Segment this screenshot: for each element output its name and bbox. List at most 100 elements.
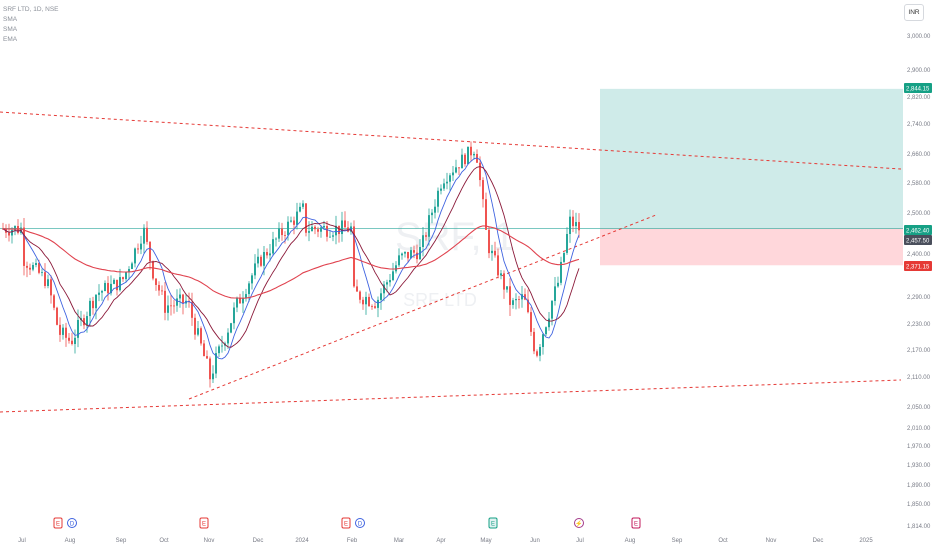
candle-body <box>35 263 37 265</box>
candle-body <box>401 253 403 256</box>
event-marker-box <box>488 517 498 529</box>
event-marker-label: E <box>56 522 60 528</box>
candle-body <box>368 296 370 307</box>
candle-body <box>77 319 79 338</box>
candle-body <box>215 353 217 374</box>
x-tick-label: Nov <box>204 538 215 544</box>
candle-body <box>44 272 46 286</box>
candle-body <box>446 181 448 184</box>
indicator-ema[interactable]: EMA <box>3 36 18 43</box>
event-marker-earnings: E <box>53 517 63 529</box>
y-tick-label: 2,660.00 <box>907 152 931 158</box>
candle-body <box>521 294 523 300</box>
candle-body <box>485 199 487 230</box>
candle-body <box>62 327 64 335</box>
candle-body <box>128 269 130 273</box>
candle-body <box>425 235 427 237</box>
event-marker-label: D <box>70 522 75 528</box>
candle-body <box>140 243 142 250</box>
candle-body <box>527 299 529 313</box>
x-tick-label: Feb <box>347 538 358 544</box>
candle-body <box>260 256 262 266</box>
candle-body <box>104 282 106 292</box>
candle-body <box>377 299 379 308</box>
candle-body <box>392 271 394 281</box>
candle-body <box>170 305 172 307</box>
candle-body <box>437 190 439 207</box>
candle-body <box>299 206 301 212</box>
candle-body <box>503 273 505 290</box>
candle-body <box>23 227 25 266</box>
candle-body <box>413 250 415 253</box>
watermark-symbol: SRF, 1 <box>395 215 515 259</box>
candle-body <box>488 229 490 254</box>
y-tick-label: 2,820.00 <box>907 95 931 101</box>
x-tick-label: Aug <box>625 538 636 544</box>
y-tick-label: 2,740.00 <box>907 122 931 128</box>
candle-body <box>125 272 127 280</box>
candle-body <box>74 337 76 345</box>
candle-body <box>41 272 43 274</box>
price-label-text: 2,371.15 <box>906 265 930 271</box>
indicator-sma-1[interactable]: SMA <box>3 16 18 23</box>
candle-body <box>434 206 436 213</box>
long-position-loss-zone <box>600 228 903 266</box>
candle-body <box>155 278 157 285</box>
event-marker-dividend: D <box>355 518 365 528</box>
candle-body <box>269 253 271 256</box>
candle-body <box>266 252 268 256</box>
y-tick-label: 2,170.00 <box>907 348 931 354</box>
candle-body <box>431 212 433 216</box>
candle-body <box>86 316 88 326</box>
candle-body <box>497 255 499 276</box>
candle-body <box>311 226 313 232</box>
candle-body <box>449 175 451 182</box>
price-label-text: 2,462.40 <box>906 229 930 235</box>
candle-body <box>344 220 346 228</box>
currency-button[interactable]: INR <box>904 4 924 21</box>
candle-body <box>92 300 94 309</box>
candle-body <box>8 232 10 236</box>
y-tick-label: 2,010.00 <box>907 426 931 432</box>
event-marker-circle <box>355 518 365 528</box>
chart-legend: SRF LTD, 1D, NSE SMA SMA EMA <box>3 5 59 45</box>
candle-body <box>440 188 442 191</box>
candle-body <box>212 373 214 380</box>
candle-body <box>374 306 376 308</box>
watermark-name: SRF LTD <box>403 290 477 310</box>
candle-body <box>491 250 493 254</box>
candle-body <box>284 235 286 236</box>
candle-body <box>443 183 445 189</box>
x-tick-label: Aug <box>65 538 76 544</box>
y-tick-label: 1,850.00 <box>907 502 931 508</box>
candle-body <box>383 284 385 294</box>
event-marker-split: ⚡ <box>574 518 584 528</box>
candle-body <box>137 248 139 250</box>
candle-body <box>302 203 304 207</box>
candle-body <box>173 305 175 307</box>
candle-body <box>473 153 475 156</box>
event-marker-earnings: E <box>341 517 351 529</box>
candle-body <box>113 279 115 284</box>
candle-body <box>335 225 337 236</box>
candle-body <box>134 248 136 264</box>
candle-body <box>281 228 283 236</box>
event-marker-earnings: E <box>631 517 641 529</box>
candle-body <box>245 294 247 299</box>
candle-body <box>119 277 121 291</box>
candle-body <box>518 299 520 300</box>
candle-body <box>494 250 496 256</box>
candle-body <box>161 290 163 292</box>
y-tick-label: 2,900.00 <box>907 68 931 74</box>
candle-body <box>158 284 160 291</box>
candle-body <box>458 167 460 169</box>
candle-body <box>545 327 547 335</box>
candle-body <box>515 299 517 301</box>
candle-body <box>101 291 103 293</box>
event-marker-box <box>199 517 209 529</box>
candle-body <box>326 225 328 237</box>
candle-body <box>560 261 562 283</box>
candle-body <box>506 286 508 290</box>
indicator-sma-2[interactable]: SMA <box>3 26 18 33</box>
